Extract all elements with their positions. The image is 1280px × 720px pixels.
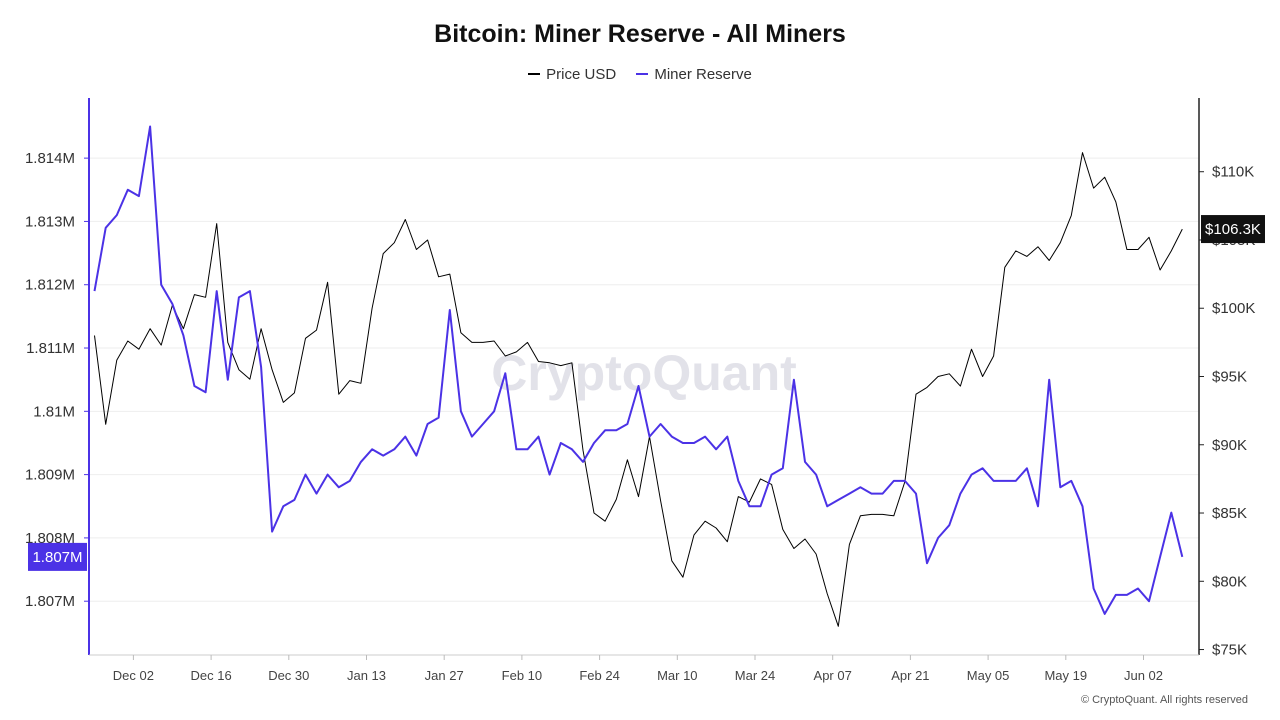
right-tick-label: $95K <box>1212 369 1247 386</box>
x-tick-label: Dec 30 <box>268 668 309 683</box>
left-tick-label: 1.81M <box>33 403 75 420</box>
right-tick-label: $110K <box>1212 164 1254 181</box>
left-tick-label: 1.809M <box>25 467 75 484</box>
left-tick-label: 1.813M <box>25 213 75 230</box>
current-value-tag-left <box>28 542 87 571</box>
current-value-tag-right-text: $106.3K <box>1205 221 1261 238</box>
right-tick-label: $75K <box>1212 642 1247 659</box>
series-line-price-usd <box>94 152 1183 627</box>
chart-legend: Price USD Miner Reserve <box>0 62 1280 83</box>
current-value-tag-left-text: 1.807M <box>32 549 82 566</box>
legend-swatch-price <box>528 73 541 75</box>
x-tick-label: Feb 10 <box>502 668 542 683</box>
x-tick-label: Dec 16 <box>190 668 231 683</box>
legend-swatch-miner-reserve <box>636 73 649 75</box>
x-tick-label: Feb 24 <box>579 668 619 683</box>
right-tick-label: $80K <box>1212 573 1247 590</box>
x-tick-label: May 05 <box>967 668 1010 683</box>
current-value-tag-right <box>1201 215 1265 244</box>
x-tick-label: Apr 21 <box>891 668 929 683</box>
right-tick-label: $90K <box>1212 437 1247 454</box>
right-tick-label: $85K <box>1212 505 1247 522</box>
x-tick-label: Mar 10 <box>657 668 697 683</box>
series-line-miner-reserve <box>93 125 1184 615</box>
legend-item-miner-reserve[interactable]: Miner Reserve <box>636 66 752 83</box>
chart-title: Bitcoin: Miner Reserve - All Miners <box>434 20 846 48</box>
left-tick-label: 1.807M <box>25 593 75 610</box>
legend-label-price: Price USD <box>546 65 617 83</box>
watermark-text: CryptoQuant <box>491 345 797 401</box>
x-tick-label: Mar 24 <box>735 668 775 683</box>
x-tick-label: Dec 02 <box>113 668 154 683</box>
left-tick-label: 1.808M <box>25 530 75 547</box>
x-tick-label: Jan 27 <box>425 668 464 683</box>
x-tick-label: Jan 13 <box>347 668 386 683</box>
x-tick-label: Apr 07 <box>814 668 852 683</box>
x-tick-label: Jun 02 <box>1124 668 1163 683</box>
x-tick-label: May 19 <box>1044 668 1087 683</box>
legend-item-price[interactable]: Price USD <box>528 66 616 83</box>
left-tick-label: 1.812M <box>25 277 75 294</box>
left-tick-label: 1.811M <box>26 340 75 357</box>
legend-label-miner-reserve: Miner Reserve <box>654 65 752 83</box>
right-tick-label: $100K <box>1212 300 1255 317</box>
copyright-notice: © CryptoQuant. All rights reserved <box>1080 694 1248 706</box>
left-tick-label: 1.814M <box>25 150 75 167</box>
